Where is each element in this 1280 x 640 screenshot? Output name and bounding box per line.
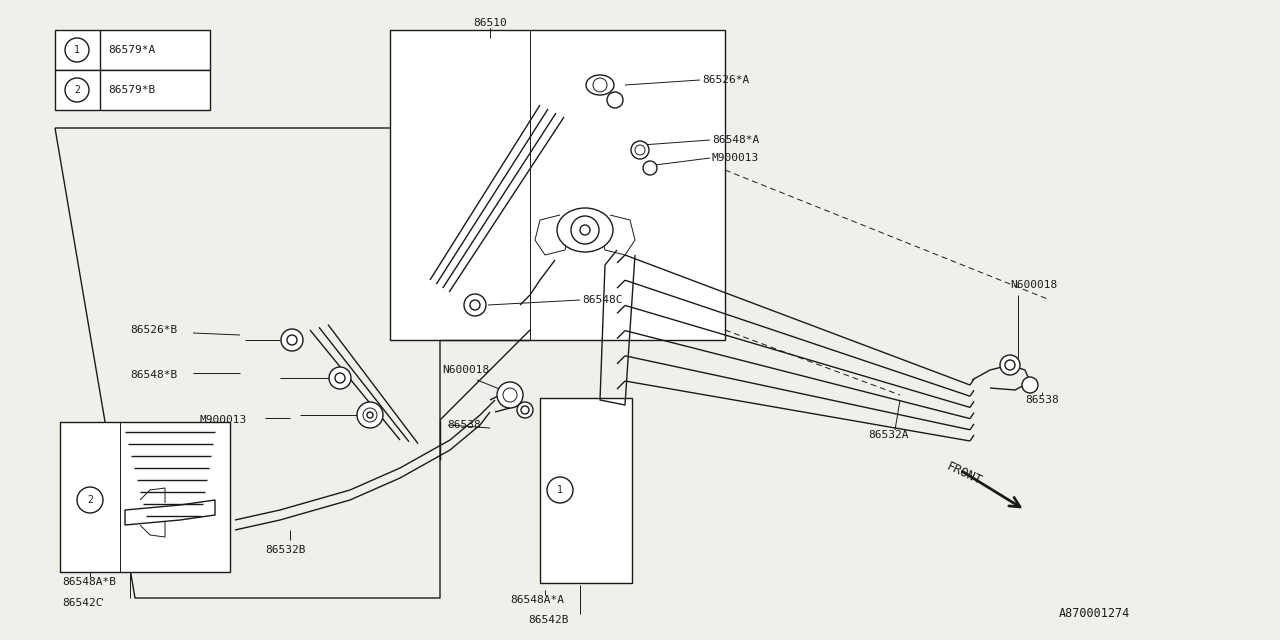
Ellipse shape [1000, 355, 1020, 375]
Text: 86579*B: 86579*B [108, 85, 155, 95]
Bar [390, 30, 724, 340]
Text: 86510: 86510 [474, 18, 507, 28]
Ellipse shape [329, 367, 351, 389]
Ellipse shape [547, 477, 573, 503]
Text: 1: 1 [557, 485, 563, 495]
Ellipse shape [1005, 360, 1015, 370]
Ellipse shape [65, 78, 90, 102]
Text: 2: 2 [87, 495, 93, 505]
Text: 86526*B: 86526*B [131, 325, 177, 335]
Ellipse shape [357, 402, 383, 428]
Text: N600018: N600018 [442, 365, 489, 375]
Bar [55, 30, 210, 70]
Text: 86548C: 86548C [582, 295, 622, 305]
Text: 86532B: 86532B [265, 545, 306, 555]
Ellipse shape [557, 208, 613, 252]
Text: 86548*B: 86548*B [131, 370, 177, 380]
Text: M900013: M900013 [712, 153, 759, 163]
Ellipse shape [497, 382, 524, 408]
Text: 86542B: 86542B [529, 615, 568, 625]
Ellipse shape [287, 335, 297, 345]
Text: 1: 1 [74, 45, 79, 55]
Ellipse shape [635, 145, 645, 155]
Ellipse shape [586, 75, 614, 95]
Text: 86542C: 86542C [61, 598, 102, 608]
Text: 86548A*A: 86548A*A [509, 595, 564, 605]
Text: N600018: N600018 [1010, 280, 1057, 290]
Ellipse shape [367, 412, 372, 418]
Text: 86526*A: 86526*A [701, 75, 749, 85]
Ellipse shape [282, 329, 303, 351]
Ellipse shape [503, 388, 517, 402]
Ellipse shape [580, 225, 590, 235]
Ellipse shape [335, 373, 346, 383]
Text: A870001274: A870001274 [1059, 607, 1130, 620]
Ellipse shape [364, 408, 378, 422]
Ellipse shape [631, 141, 649, 159]
Ellipse shape [465, 294, 486, 316]
Ellipse shape [1021, 377, 1038, 393]
Text: 86579*A: 86579*A [108, 45, 155, 55]
Text: 86548*A: 86548*A [712, 135, 759, 145]
Bar [60, 422, 230, 572]
Text: 86548A*B: 86548A*B [61, 577, 116, 587]
Ellipse shape [77, 487, 102, 513]
Ellipse shape [643, 161, 657, 175]
Ellipse shape [607, 92, 623, 108]
Ellipse shape [65, 38, 90, 62]
Ellipse shape [571, 216, 599, 244]
Bar [55, 70, 210, 110]
Ellipse shape [593, 78, 607, 92]
Ellipse shape [517, 402, 532, 418]
Text: 86538: 86538 [447, 420, 481, 430]
Ellipse shape [470, 300, 480, 310]
Ellipse shape [521, 406, 529, 414]
Text: 2: 2 [74, 85, 79, 95]
Text: 86538: 86538 [1025, 395, 1059, 405]
Text: 86532A: 86532A [868, 430, 909, 440]
Text: FRONT: FRONT [945, 460, 984, 488]
Text: M900013: M900013 [200, 415, 247, 425]
Bar [540, 398, 632, 583]
